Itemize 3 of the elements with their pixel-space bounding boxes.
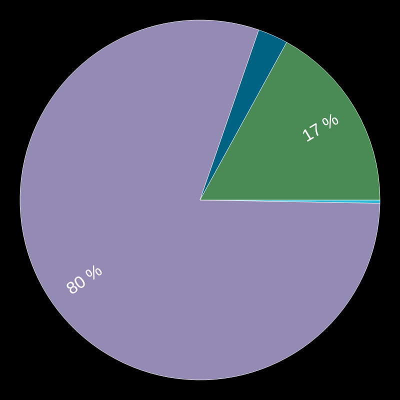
data-label: 80 % [62,260,106,298]
data-label: 17 % [298,110,342,146]
pie-slice [20,20,380,380]
